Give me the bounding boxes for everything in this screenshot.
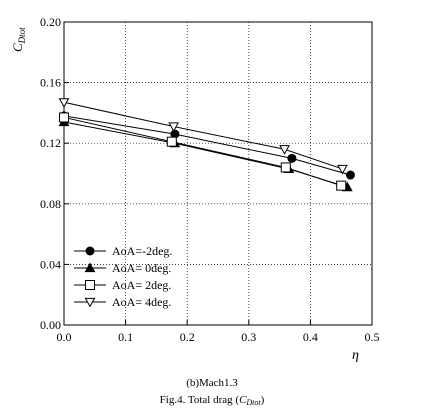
legend-label: AoA= 4deg. bbox=[112, 295, 171, 309]
legend-item: AoA= 4deg. bbox=[74, 295, 171, 309]
y-tick-label: 0.04 bbox=[40, 257, 61, 271]
caption-prefix: Fig.4. Total drag ( bbox=[160, 394, 240, 406]
plot-frame bbox=[63, 21, 373, 326]
caption-suffix: ) bbox=[261, 394, 265, 406]
series-line bbox=[63, 101, 343, 170]
legend-label: AoA=-2deg. bbox=[112, 244, 172, 258]
series-line bbox=[63, 115, 351, 176]
x-tick-label: 0.4 bbox=[303, 330, 318, 344]
y-axis-label-sub: Dtot bbox=[17, 27, 27, 45]
grid-lines bbox=[64, 22, 372, 325]
y-tick-label: 0.20 bbox=[40, 15, 61, 29]
data-point bbox=[166, 136, 177, 147]
data-point bbox=[345, 170, 355, 180]
x-tick-label: 0.1 bbox=[118, 330, 133, 344]
series-line bbox=[63, 121, 348, 188]
legend: AoA=-2deg. AoA= 0deg. AoA= 2deg. AoA= 4deg. bbox=[74, 244, 172, 309]
legend-item: AoA= 2deg. bbox=[74, 278, 171, 292]
data-point bbox=[280, 162, 291, 173]
legend-label: AoA= 0deg. bbox=[112, 261, 171, 275]
series-4 bbox=[58, 98, 348, 175]
legend-marker bbox=[85, 246, 95, 256]
series-2 bbox=[58, 116, 353, 192]
legend-item: AoA=-2deg. bbox=[74, 244, 172, 258]
legend-marker bbox=[84, 297, 96, 308]
caption-symbol-sub: Dtot bbox=[245, 398, 261, 407]
caption-line2: Fig.4. Total drag (CDtot) bbox=[160, 394, 265, 407]
legend-marker bbox=[85, 280, 95, 290]
caption-symbol: C bbox=[239, 394, 247, 406]
x-tick-label: 0.0 bbox=[57, 330, 72, 344]
data-point bbox=[337, 164, 348, 175]
data-point bbox=[59, 112, 69, 123]
legend-marker bbox=[84, 262, 96, 273]
caption-line1: (b)Mach1.3 bbox=[186, 377, 238, 389]
series-line bbox=[63, 116, 342, 187]
y-tick-label: 0.12 bbox=[40, 136, 61, 150]
y-axis-label: CDtot bbox=[10, 27, 27, 52]
legend-label: AoA= 2deg. bbox=[112, 278, 171, 292]
y-tick-label: 0.00 bbox=[40, 318, 61, 332]
legend-item: AoA= 0deg. bbox=[74, 261, 171, 275]
y-axis-label-main: C bbox=[10, 43, 25, 52]
data-point bbox=[58, 98, 70, 108]
data-point bbox=[336, 180, 347, 191]
x-tick-label: 0.2 bbox=[180, 330, 195, 344]
axis-ticks bbox=[63, 21, 373, 326]
y-tick-label: 0.08 bbox=[40, 197, 61, 211]
tick-labels: 0.0 0.1 0.2 0.3 0.4 0.5 0.00 0.04 0.08 0.12 0.16 0.… bbox=[40, 15, 380, 344]
data-point bbox=[279, 145, 290, 155]
y-tick-label: 0.16 bbox=[40, 76, 61, 90]
data-point bbox=[168, 122, 179, 133]
series-3 bbox=[59, 112, 347, 191]
series-layer bbox=[58, 98, 355, 192]
data-point bbox=[287, 153, 297, 163]
x-axis-label: η bbox=[352, 348, 359, 363]
x-tick-label: 0.5 bbox=[365, 330, 380, 344]
x-tick-label: 0.3 bbox=[241, 330, 256, 344]
